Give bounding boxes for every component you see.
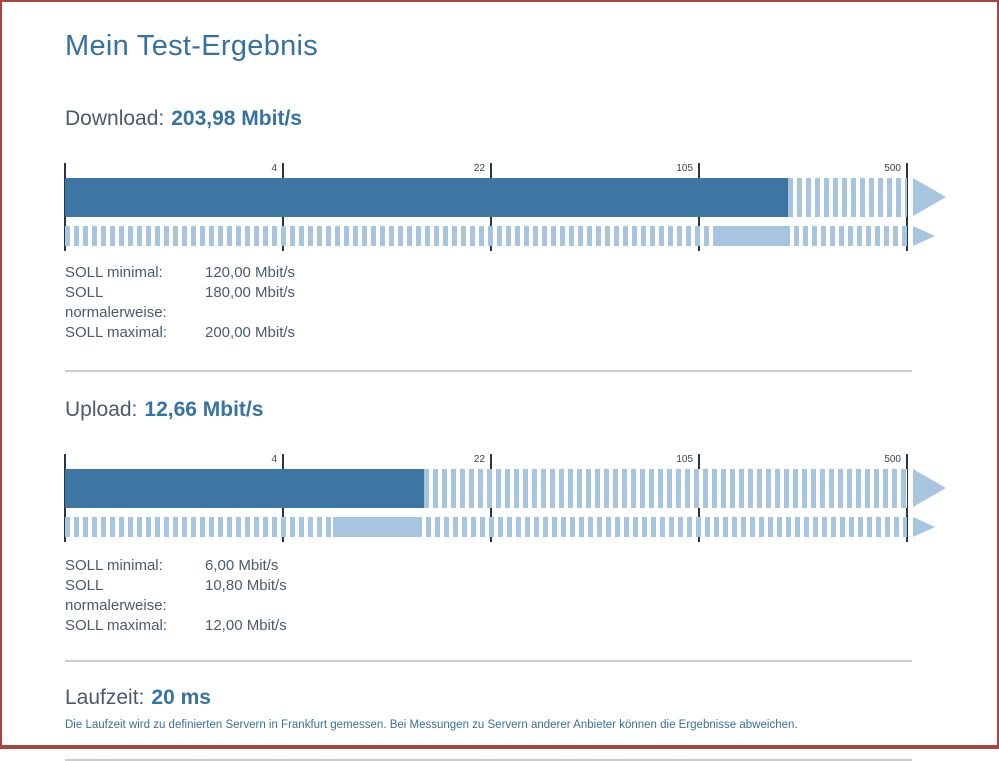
axis-arrow-icon [913, 178, 946, 216]
results-page: Mein Test-Ergebnis Download: 203,98 Mbit/… [2, 30, 997, 761]
soll-range-fill [332, 517, 418, 537]
tick-label: 4 [271, 163, 278, 174]
soll-minimal-label: SOLL minimal: [65, 557, 163, 574]
upload-speed-chart: 4 22 105 500 [64, 454, 946, 542]
soll-maximal-value: 12,00 Mbit/s [205, 617, 287, 634]
upload-heading: Upload: 12,66 Mbit/s [65, 398, 947, 422]
upload-soll-table: SOLL minimal: 6,00 Mbit/s SOLL normalerw… [65, 556, 947, 636]
measured-bar-remainder [787, 178, 907, 217]
soll-minimal-row: SOLL minimal: 6,00 Mbit/s [65, 556, 947, 576]
laufzeit-note: Die Laufzeit wird zu definierten Servern… [65, 719, 798, 731]
tick-label: 500 [884, 454, 901, 465]
soll-normal-value: 180,00 Mbit/s [205, 284, 296, 301]
soll-minimal-row: SOLL minimal: 120,00 Mbit/s [65, 263, 947, 283]
download-speed-chart: 4 22 105 500 [64, 163, 946, 251]
measured-speed-bar [65, 178, 907, 217]
tick-label: 22 [473, 454, 486, 465]
soll-maximal-value: 200,00 Mbit/s [205, 324, 296, 341]
page-title: Mein Test-Ergebnis [65, 30, 319, 62]
measured-bar-remainder [423, 469, 907, 508]
upload-label: Upload: [65, 398, 138, 421]
download-label: Download: [65, 107, 165, 130]
soll-range-fill [716, 226, 785, 246]
laufzeit-heading: Laufzeit: 20 ms [65, 686, 947, 710]
section-divider [65, 370, 912, 372]
axis-arrow-small-icon [913, 517, 935, 537]
download-soll-table: SOLL minimal: 120,00 Mbit/s SOLL normale… [65, 263, 947, 343]
soll-minimal-label: SOLL minimal: [65, 264, 163, 281]
soll-bar-left [65, 226, 717, 246]
section-divider [65, 660, 912, 662]
download-heading: Download: 203,98 Mbit/s [65, 107, 947, 131]
tick-label: 500 [884, 163, 901, 174]
soll-range-bar [65, 226, 907, 246]
soll-bar-left [65, 517, 333, 537]
measured-speed-bar [65, 469, 907, 508]
tick-line [906, 454, 908, 542]
download-value: 203,98 Mbit/s [171, 107, 302, 130]
soll-normal-row: SOLL normalerweise: 10,80 Mbit/s [65, 576, 947, 616]
soll-maximal-label: SOLL maximal: [65, 324, 167, 341]
soll-bar-right [784, 226, 907, 246]
soll-maximal-row: SOLL maximal: 200,00 Mbit/s [65, 323, 947, 343]
soll-normal-row: SOLL normalerweise: 180,00 Mbit/s [65, 283, 947, 323]
soll-minimal-value: 6,00 Mbit/s [205, 557, 279, 574]
soll-bar-right [417, 517, 907, 537]
laufzeit-value: 20 ms [151, 686, 211, 709]
tick-label: 105 [676, 454, 694, 465]
measured-bar-fill [65, 178, 788, 217]
soll-range-bar [65, 517, 907, 537]
tick-label: 4 [271, 454, 278, 465]
measured-bar-fill [65, 469, 424, 508]
soll-minimal-value: 120,00 Mbit/s [205, 264, 296, 281]
upload-value: 12,66 Mbit/s [144, 398, 264, 421]
axis-arrow-small-icon [913, 226, 935, 246]
tick-label: 22 [473, 163, 486, 174]
tick-label: 105 [676, 163, 694, 174]
soll-normal-label: SOLL normalerweise: [65, 577, 167, 614]
axis-arrow-icon [913, 469, 946, 507]
soll-maximal-label: SOLL maximal: [65, 617, 167, 634]
tick-line [906, 163, 908, 251]
soll-normal-label: SOLL normalerweise: [65, 284, 167, 321]
soll-maximal-row: SOLL maximal: 12,00 Mbit/s [65, 616, 947, 636]
soll-normal-value: 10,80 Mbit/s [205, 577, 287, 594]
laufzeit-label: Laufzeit: [65, 686, 145, 709]
